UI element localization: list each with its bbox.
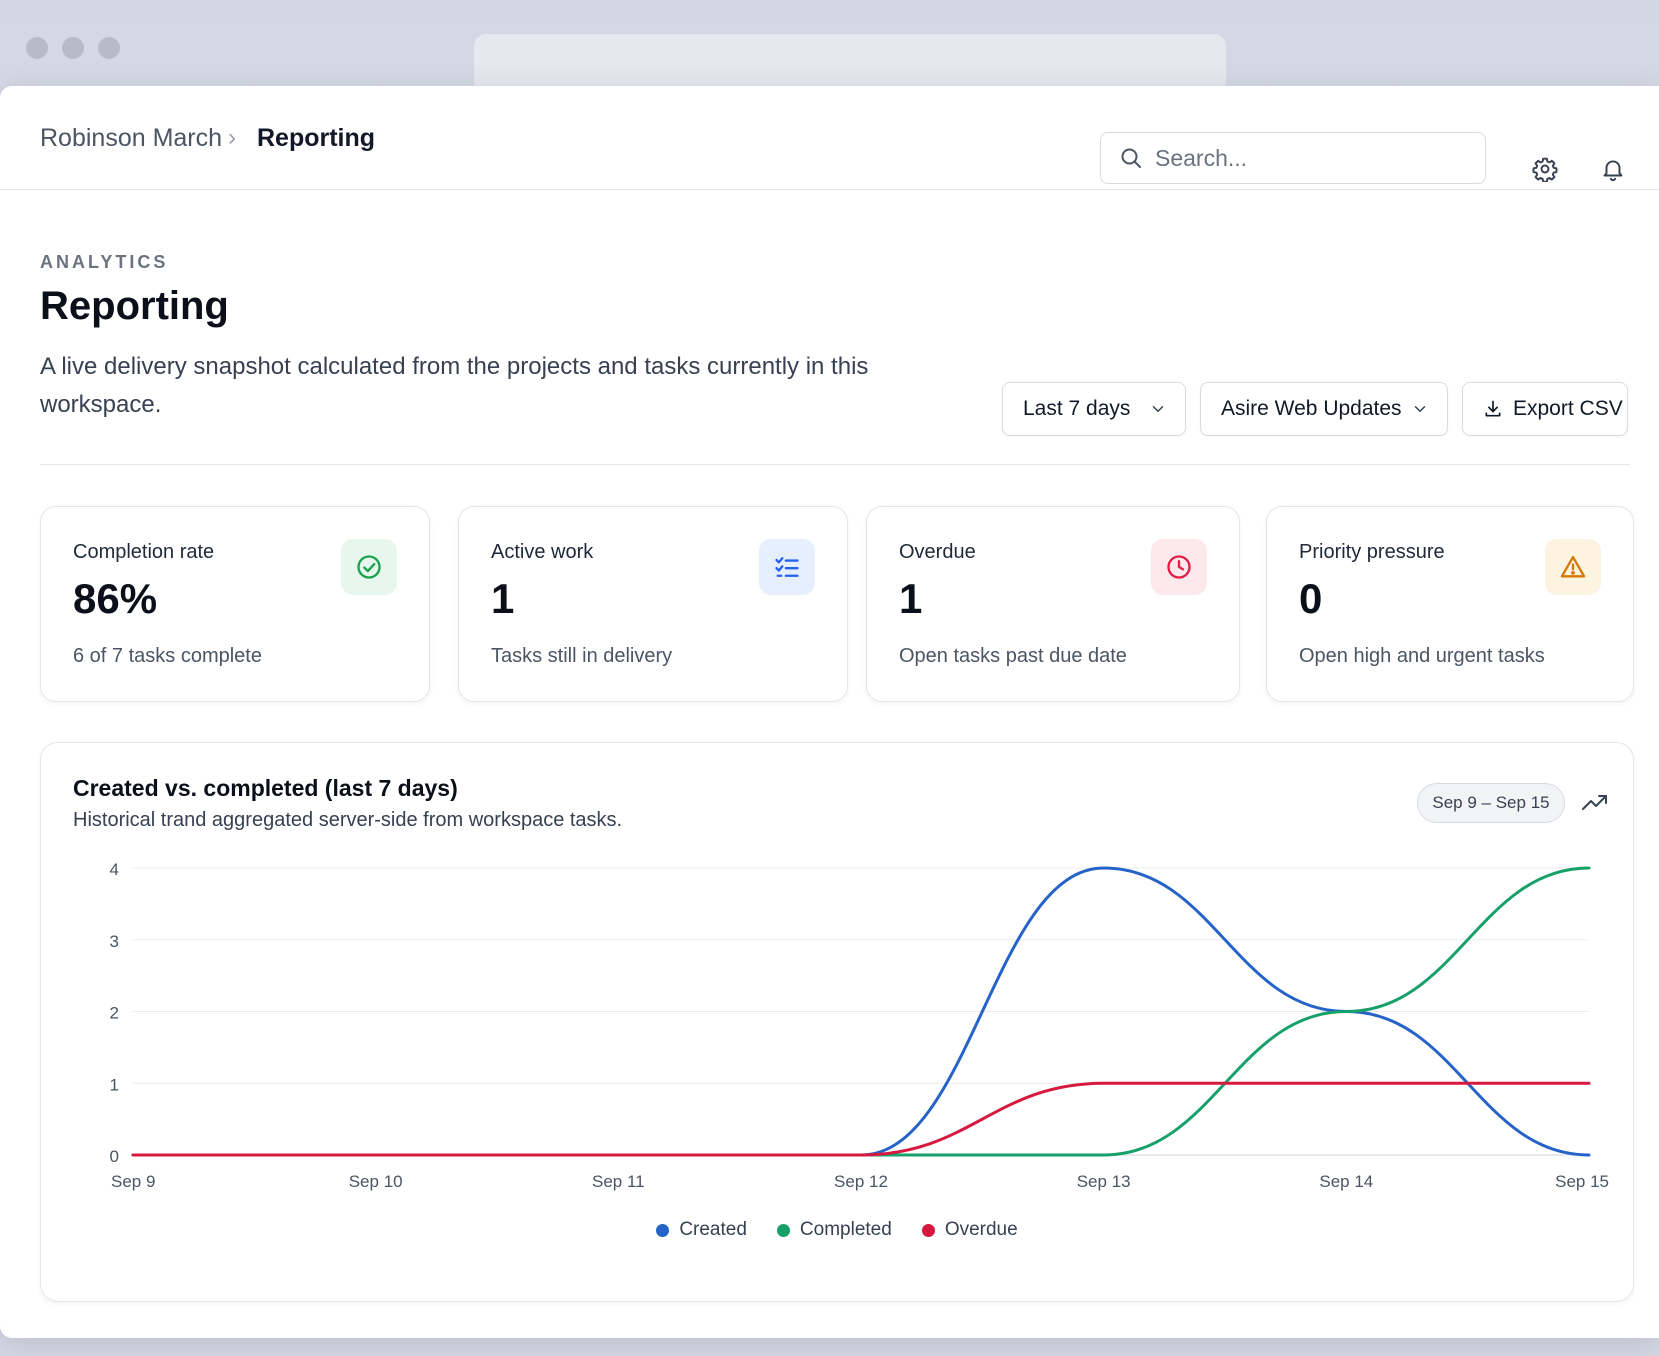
kpi-value: 86% xyxy=(73,575,158,622)
kpi-label: Priority pressure xyxy=(1299,541,1445,563)
x-tick-label: Sep 15 xyxy=(1555,1172,1609,1191)
kpi-value: 1 xyxy=(491,575,515,622)
breadcrumb-current: Reporting xyxy=(257,124,376,152)
window-maximize-dot[interactable] xyxy=(98,37,120,59)
trend-chart-card: Created vs. completed (last 7 days) Hist… xyxy=(40,742,1634,1302)
y-tick-label: 3 xyxy=(110,932,119,951)
series-line-overdue xyxy=(131,1081,1591,1157)
kpi-label: Completion rate xyxy=(73,541,215,563)
kpi-card-overdue: Overdue 1 Open tasks past due date xyxy=(866,506,1240,702)
kpi-caption: Open tasks past due date xyxy=(899,645,1127,667)
legend-label: Overdue xyxy=(944,1219,1018,1240)
x-tick-label: Sep 11 xyxy=(592,1172,645,1191)
line-chart: 0 1 2 3 4 Sep 9 Sep 10 Sep 11 Sep 12 Sep 13 Sep 14… xyxy=(110,860,1609,1191)
search-icon xyxy=(1121,148,1141,168)
settings-button[interactable] xyxy=(1528,152,1562,186)
trending-up-icon[interactable] xyxy=(1581,791,1609,815)
export-csv-button[interactable]: Export CSV xyxy=(1462,382,1628,436)
x-tick-label: Sep 14 xyxy=(1319,1172,1373,1191)
breadcrumb-chevron-icon: › xyxy=(228,124,236,151)
legend-dot xyxy=(921,1223,935,1237)
x-tick-label: Sep 10 xyxy=(349,1172,403,1191)
chart-legend: Created Completed Overdue xyxy=(41,1219,1633,1241)
date-range-value: Last 7 days xyxy=(1023,397,1131,420)
kpi-caption: Open high and urgent tasks xyxy=(1299,645,1545,667)
header-divider xyxy=(40,464,1630,465)
page-title: Reporting xyxy=(40,284,229,328)
project-select-value: Asire Web Updates xyxy=(1221,397,1402,420)
chevron-down-icon xyxy=(1152,406,1164,413)
notifications-button[interactable] xyxy=(1596,152,1630,186)
browser-chrome xyxy=(0,0,1659,94)
y-tick-label: 0 xyxy=(110,1147,119,1166)
bell-icon xyxy=(1603,160,1623,182)
download-icon xyxy=(1485,400,1501,417)
kpi-caption: Tasks still in delivery xyxy=(491,645,673,667)
list-check-icon xyxy=(759,539,815,595)
chevron-down-icon xyxy=(1414,406,1426,413)
x-tick-label: Sep 9 xyxy=(111,1172,155,1191)
breadcrumb-parent[interactable]: Robinson March xyxy=(40,124,223,152)
warning-icon xyxy=(1545,539,1601,595)
kpi-caption: 6 of 7 tasks complete xyxy=(73,645,262,667)
date-range-select[interactable]: Last 7 days xyxy=(1002,382,1186,436)
kpi-card-active-work: Active work 1 Tasks still in delivery xyxy=(458,506,848,702)
clock-icon xyxy=(1151,539,1207,595)
legend-label: Completed xyxy=(799,1219,892,1240)
date-range-pill[interactable]: Sep 9 – Sep 15 xyxy=(1417,783,1565,823)
chart-subtitle: Historical trand aggregated server-side … xyxy=(73,809,623,831)
window-close-dot[interactable] xyxy=(26,37,48,59)
search-input[interactable] xyxy=(1155,143,1465,173)
legend-item-overdue[interactable]: Overdue xyxy=(921,1219,1018,1241)
legend-dot xyxy=(776,1223,790,1237)
chart-title: Created vs. completed (last 7 days) xyxy=(73,775,458,801)
kpi-card-completion-rate: Completion rate 86% 6 of 7 tasks complet… xyxy=(40,506,430,702)
export-csv-label: Export CSV xyxy=(1513,397,1623,420)
x-tick-label: Sep 12 xyxy=(834,1172,888,1191)
legend-label: Created xyxy=(679,1219,747,1240)
window-minimize-dot[interactable] xyxy=(62,37,84,59)
kpi-value: 1 xyxy=(899,575,923,622)
address-bar[interactable] xyxy=(474,34,1226,94)
kpi-label: Overdue xyxy=(899,541,976,563)
app-window: Robinson March › Reporting ANALYTICS Rep… xyxy=(0,86,1659,1338)
legend-dot xyxy=(656,1223,670,1237)
project-select[interactable]: Asire Web Updates xyxy=(1200,382,1448,436)
top-nav: Robinson March › Reporting xyxy=(0,86,1659,190)
gear-icon xyxy=(1532,157,1558,182)
x-tick-label: Sep 13 xyxy=(1077,1172,1131,1191)
kpi-value: 0 xyxy=(1299,575,1323,622)
y-tick-label: 1 xyxy=(110,1075,119,1094)
page-subtitle: A live delivery snapshot calculated from… xyxy=(40,353,869,418)
y-tick-label: 2 xyxy=(110,1004,119,1023)
y-tick-label: 4 xyxy=(110,860,119,879)
legend-item-completed[interactable]: Completed xyxy=(776,1219,892,1241)
section-eyebrow: ANALYTICS xyxy=(40,252,169,272)
legend-item-created[interactable]: Created xyxy=(656,1219,747,1241)
search-box[interactable] xyxy=(1100,132,1486,184)
kpi-label: Active work xyxy=(491,541,594,563)
check-circle-icon xyxy=(341,539,397,595)
kpi-card-priority-pressure: Priority pressure 0 Open high and urgent… xyxy=(1266,506,1634,702)
